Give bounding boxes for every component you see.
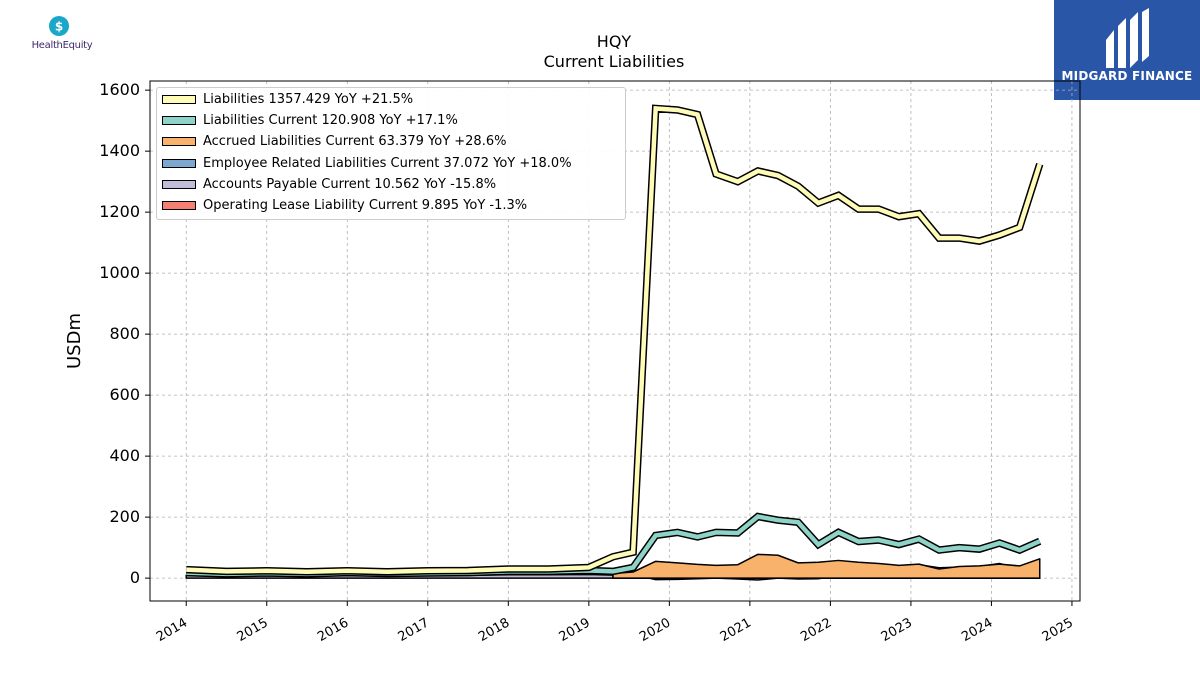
legend-label: Accounts Payable Current 10.562 YoY -15.… [203,176,497,192]
brand-name: MIDGARD FINANCE [1061,69,1193,83]
y-tick-label: 200 [109,507,140,526]
legend-label: Employee Related Liabilities Current 37.… [203,155,572,171]
chart-subtitle: Current Liabilities [543,52,685,71]
x-tick-label: 2023 [879,615,915,645]
x-tick-label: 2018 [476,615,512,645]
y-tick-label: 1200 [99,202,140,221]
x-tick-label: 2024 [959,615,995,645]
x-tick-label: 2014 [154,615,190,645]
svg-text:$: $ [55,20,63,34]
y-tick-label: 1400 [99,141,140,160]
legend-swatch [162,158,196,168]
legend-swatch [162,201,196,210]
legend-item: Accounts Payable Current 10.562 YoY -15.… [157,176,625,194]
legend-swatch [162,137,196,147]
legend-item: Accrued Liabilities Current 63.379 YoY +… [157,133,625,151]
y-tick-label: 1600 [99,80,140,99]
x-axis: 2014 2015 2016 2017 2018 2019 2020 2021 2022 2023… [154,601,1076,645]
chart-title: HQY [596,32,632,51]
legend-item: Liabilities Current 120.908 YoY +17.1% [157,112,625,130]
x-tick-label: 2019 [557,615,593,645]
legend-label: Liabilities Current 120.908 YoY +17.1% [203,113,458,129]
y-tick-label: 1000 [99,263,140,282]
legend-item: Operating Lease Liability Current 9.895 … [157,197,625,215]
legend: Liabilities 1357.429 YoY +21.5% Liabiliti… [156,87,626,220]
x-tick-label: 2016 [315,615,351,645]
legend-label: Liabilities 1357.429 YoY +21.5% [203,92,414,107]
legend-swatch [162,116,196,126]
brand-box: MIDGARD FINANCE [1054,0,1200,100]
y-tick-label: 600 [109,385,140,404]
logo-circle [49,16,69,36]
series-area-accrued-liabilities-current [612,553,1041,579]
x-tick-label: 2022 [798,615,834,645]
x-tick-label: 2021 [718,615,754,645]
company-logo: $ HealthEquity [22,14,102,56]
midgard-m-logo-icon [1106,8,1149,68]
legend-item: Liabilities 1357.429 YoY +21.5% [157,91,625,109]
plot-frame [149,80,1081,602]
legend-swatch [162,179,196,189]
y-axis: 0 200 400 600 800 1000 1200 1400 1600 [99,80,150,587]
y-tick-label: 0 [130,568,140,587]
x-tick-label: 2015 [235,615,271,645]
company-name: HealthEquity [31,40,93,51]
x-tick-label: 2025 [1040,615,1076,645]
series-lines [186,104,1044,578]
legend-swatch [162,95,196,104]
y-axis-label: USDm [64,313,85,369]
series-line-liabilities [186,106,1042,574]
legend-label: Operating Lease Liability Current 9.895 … [203,198,528,213]
y-tick-label: 800 [109,324,140,343]
legend-label: Accrued Liabilities Current 63.379 YoY +… [203,134,507,150]
legend-item: Employee Related Liabilities Current 37.… [157,155,625,173]
y-tick-label: 400 [109,446,140,465]
dollar-drop-icon: $ [49,16,69,36]
x-tick-label: 2020 [637,615,673,645]
x-tick-label: 2017 [396,615,432,645]
